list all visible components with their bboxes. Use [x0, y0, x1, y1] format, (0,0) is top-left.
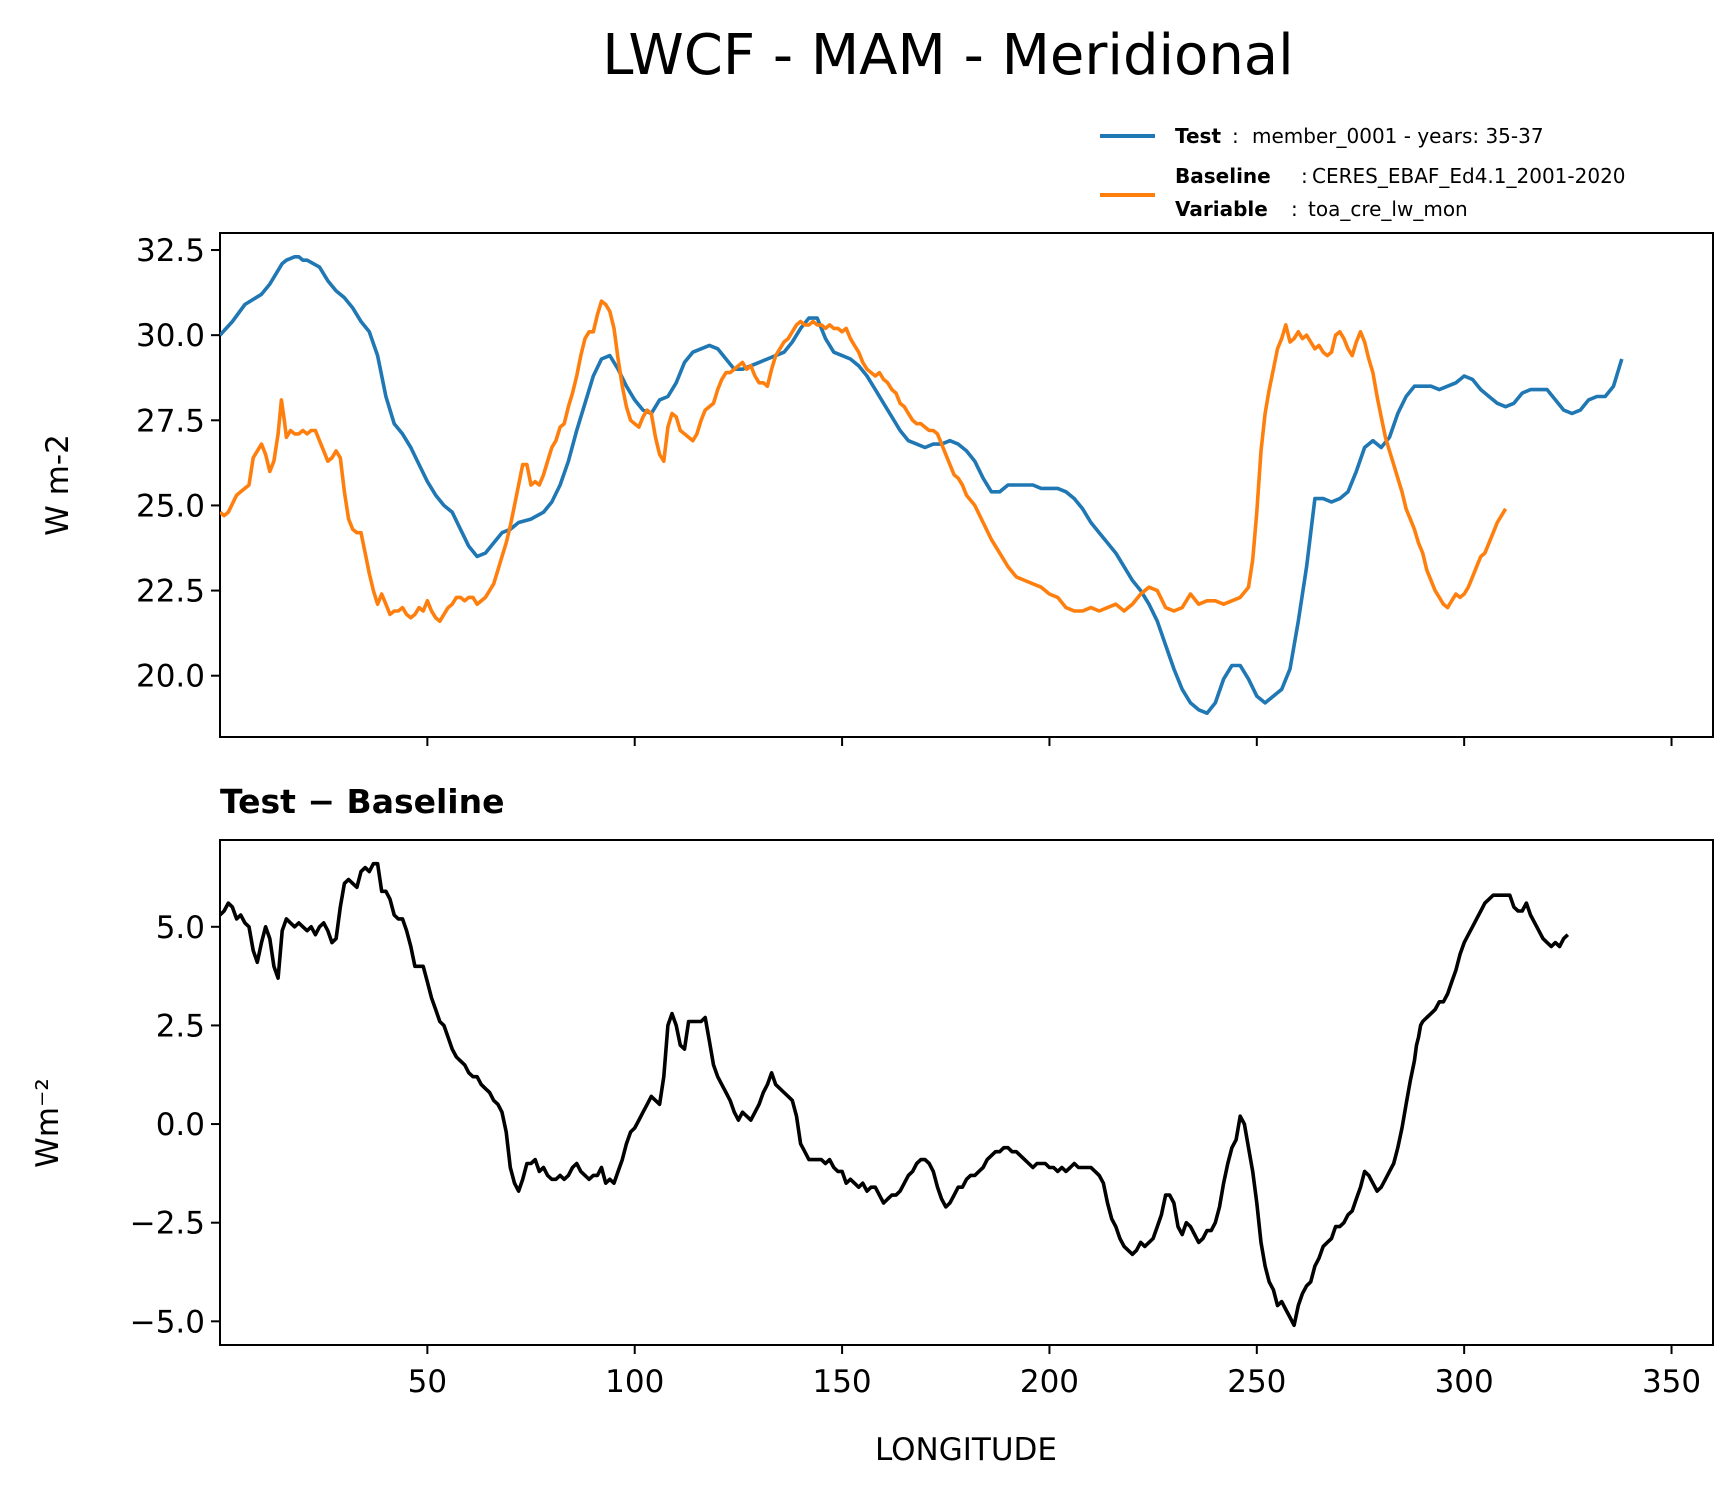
series-line-baseline [220, 299, 1508, 623]
top-axes-frame [219, 232, 1714, 738]
bottom-ytick-label: 5.0 [156, 910, 205, 946]
top-ytick-label: 32.5 [136, 233, 205, 269]
xtick-label: 200 [1020, 1364, 1079, 1400]
top-ytick-label: 20.0 [136, 659, 205, 695]
top-x-ticks [426, 737, 1673, 746]
top-ytick-label: 22.5 [136, 574, 205, 610]
top-panel: W m-2 32.5 30.0 27.5 25.0 22.5 20.0 [40, 232, 1714, 746]
xtick-label: 100 [605, 1364, 664, 1400]
xtick-label: 300 [1435, 1364, 1494, 1400]
top-ytick-label: 27.5 [136, 403, 205, 439]
series-line-test [220, 255, 1624, 715]
chart-title: LWCF - MAM - Meridional [602, 23, 1293, 88]
legend: Test : member_0001 - years: 35-37 Baseli… [1100, 124, 1626, 221]
top-y-ticks: 32.5 30.0 27.5 25.0 22.5 20.0 [136, 233, 220, 695]
bottom-ytick-label: −5.0 [130, 1304, 205, 1340]
top-ytick-label: 25.0 [136, 488, 205, 524]
bottom-axes-frame [219, 839, 1714, 1346]
bottom-series [220, 861, 1570, 1328]
top-ylabel: W m-2 [40, 434, 76, 536]
series-line-test-baseline [220, 861, 1570, 1328]
xtick-label: 50 [408, 1364, 447, 1400]
bottom-ytick-label: 0.0 [156, 1107, 205, 1143]
bottom-ylabel: Wm⁻² [30, 1078, 66, 1168]
bottom-x-ticks: 50 100 150 200 250 300 350 [408, 1345, 1701, 1400]
legend-variable-sep: : [1291, 197, 1298, 221]
xtick-label: 250 [1227, 1364, 1286, 1400]
xtick-label: 350 [1642, 1364, 1701, 1400]
legend-variable-key: Variable [1175, 197, 1268, 221]
bottom-panel: Test − Baseline Wm⁻² 5.0 2.5 0.0 −2.5 −5.0 5… [30, 782, 1714, 1468]
bottom-ytick-label: −2.5 [130, 1206, 205, 1242]
legend-test-sep: : [1232, 124, 1239, 148]
bottom-ytick-label: 2.5 [156, 1008, 205, 1044]
bottom-y-ticks: 5.0 2.5 0.0 −2.5 −5.0 [130, 910, 220, 1340]
x-axis-label: LONGITUDE [875, 1432, 1057, 1468]
legend-baseline-key: Baseline [1175, 164, 1271, 188]
legend-test-value: member_0001 - years: 35-37 [1252, 124, 1544, 148]
diff-subtitle: Test − Baseline [220, 782, 505, 821]
top-series [220, 255, 1624, 715]
legend-variable-value: toa_cre_lw_mon [1308, 197, 1468, 221]
legend-baseline-value: CERES_EBAF_Ed4.1_2001-2020 [1312, 164, 1626, 188]
legend-test-key: Test [1175, 124, 1221, 148]
xtick-label: 150 [812, 1364, 871, 1400]
legend-baseline-sep: : [1301, 164, 1308, 188]
top-ytick-label: 30.0 [136, 318, 205, 354]
